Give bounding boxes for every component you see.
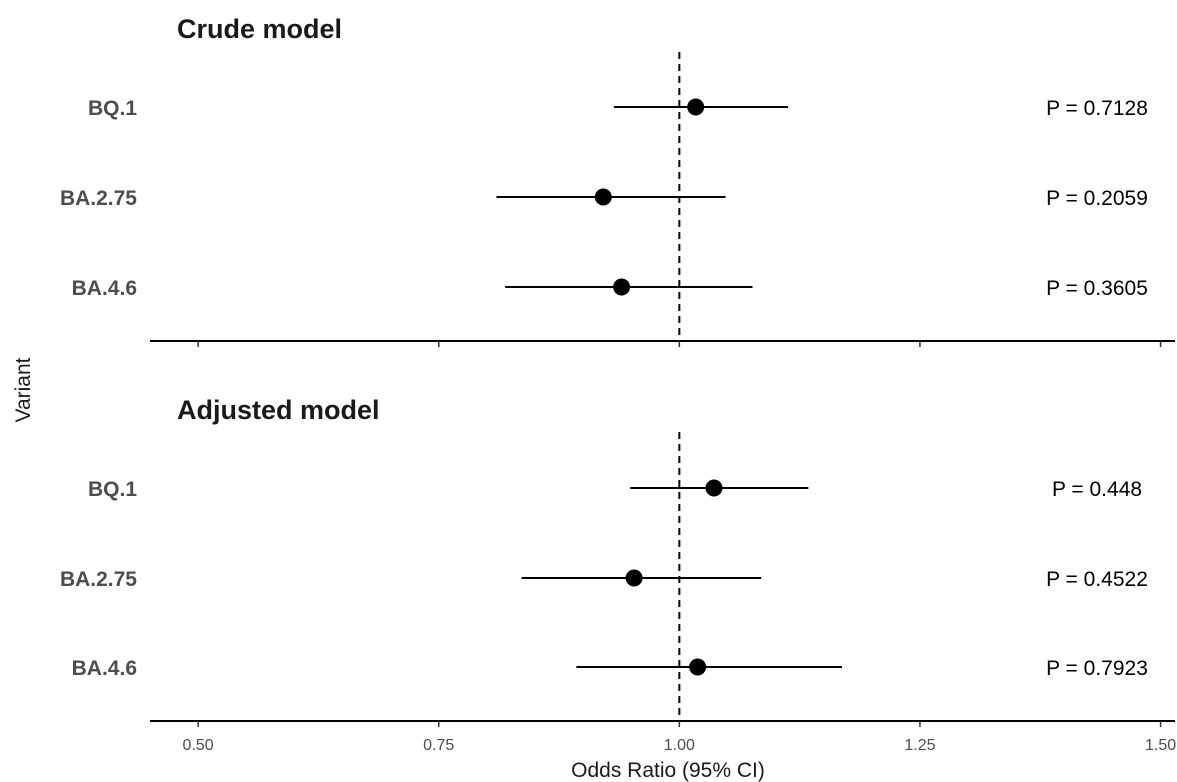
variant-label: BQ.1 <box>88 478 137 501</box>
x-axis-title: Odds Ratio (95% CI) <box>571 759 765 782</box>
x-tick-label: 1.25 <box>904 737 935 754</box>
point-estimate <box>613 278 631 296</box>
x-tick-label: 1.00 <box>664 737 695 754</box>
adjusted-model-title: Adjusted model <box>177 395 380 425</box>
y-axis-title: Variant <box>12 357 35 422</box>
point-estimate <box>687 98 705 116</box>
point-estimate <box>625 569 643 587</box>
crude-model-title: Crude model <box>177 14 342 44</box>
p-value-label: P = 0.3605 <box>1046 277 1148 300</box>
x-tick-label: 0.75 <box>423 737 454 754</box>
p-value-label: P = 0.4522 <box>1046 568 1148 591</box>
p-value-label: P = 0.7128 <box>1046 97 1148 120</box>
variant-label: BA.4.6 <box>72 657 137 680</box>
p-value-label: P = 0.448 <box>1052 478 1142 501</box>
x-tick-label: 1.50 <box>1145 737 1176 754</box>
point-estimate <box>594 188 612 206</box>
variant-label: BA.2.75 <box>60 187 137 210</box>
adjusted-model-panel: Adjusted model 0.50 0.75 1.00 1.25 1.50 BQ.1 P… <box>60 395 1176 754</box>
point-estimate <box>689 658 707 676</box>
p-value-label: P = 0.2059 <box>1046 187 1148 210</box>
variant-label: BQ.1 <box>88 97 137 120</box>
x-tick-label: 0.50 <box>183 737 214 754</box>
variant-label: BA.2.75 <box>60 568 137 591</box>
variant-label: BA.4.6 <box>72 277 137 300</box>
p-value-label: P = 0.7923 <box>1046 657 1148 680</box>
point-estimate <box>705 479 723 497</box>
crude-model-panel: Crude model BQ.1 P = 0.7128 BA.2.75 P = 0.2… <box>60 14 1175 347</box>
